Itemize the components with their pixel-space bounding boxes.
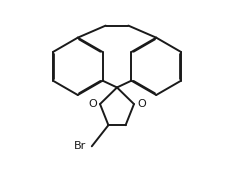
Text: O: O [88, 99, 97, 109]
Text: Br: Br [74, 141, 87, 151]
Text: O: O [137, 99, 146, 109]
